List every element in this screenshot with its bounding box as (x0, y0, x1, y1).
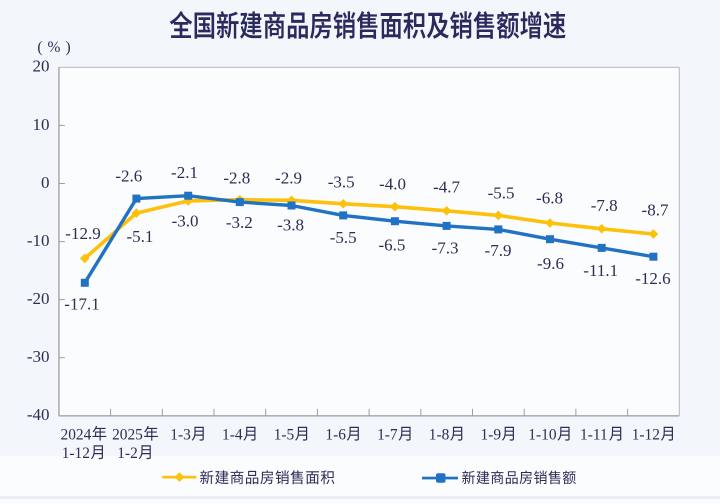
svg-text:-40: -40 (27, 405, 50, 424)
svg-text:1-7: 1-7 (377, 426, 398, 443)
svg-text:-12.9: -12.9 (65, 224, 100, 243)
svg-text:-8.7: -8.7 (642, 201, 669, 220)
svg-text:1-6: 1-6 (325, 426, 346, 443)
svg-text:-3.2: -3.2 (226, 213, 253, 232)
svg-text:1-10: 1-10 (528, 426, 557, 443)
svg-text:1-11: 1-11 (580, 426, 608, 443)
svg-text:-5.1: -5.1 (126, 227, 153, 246)
svg-text:-6.5: -6.5 (378, 235, 405, 254)
svg-text:-7.9: -7.9 (485, 241, 512, 260)
svg-text:2024: 2024 (61, 426, 92, 443)
svg-text:10: 10 (33, 115, 50, 134)
svg-text:1-2: 1-2 (117, 445, 138, 462)
svg-text:-2.9: -2.9 (275, 169, 302, 188)
svg-text:-9.6: -9.6 (537, 254, 564, 273)
svg-text:-3.8: -3.8 (277, 216, 304, 235)
svg-text:-3.0: -3.0 (172, 212, 199, 231)
svg-text:-20: -20 (27, 289, 50, 308)
svg-text:(%): (%) (37, 39, 75, 56)
svg-text:-3.5: -3.5 (328, 172, 355, 191)
svg-text:1-3: 1-3 (170, 426, 191, 443)
svg-text:-17.1: -17.1 (64, 295, 99, 314)
svg-text:-30: -30 (27, 347, 50, 366)
svg-text:1-8: 1-8 (429, 426, 450, 443)
svg-text:1-5: 1-5 (274, 426, 295, 443)
svg-text:-2.8: -2.8 (223, 169, 250, 188)
svg-text:-7.3: -7.3 (432, 239, 459, 258)
svg-text:20: 20 (33, 57, 50, 76)
svg-text:0: 0 (41, 173, 50, 192)
svg-text:-4.0: -4.0 (379, 174, 406, 193)
svg-text:2025: 2025 (112, 426, 143, 443)
svg-text:1-9: 1-9 (481, 426, 502, 443)
svg-text:-4.7: -4.7 (433, 178, 460, 197)
svg-text:-12.6: -12.6 (635, 269, 670, 288)
svg-text:1-4: 1-4 (222, 426, 243, 443)
svg-text:-5.5: -5.5 (330, 228, 357, 247)
svg-text:1-12: 1-12 (62, 445, 90, 462)
svg-text:-2.6: -2.6 (115, 167, 142, 186)
svg-text:-2.1: -2.1 (171, 163, 198, 182)
svg-text:-7.8: -7.8 (591, 196, 618, 215)
svg-text:-5.5: -5.5 (488, 184, 515, 203)
svg-text:-10: -10 (27, 231, 50, 250)
svg-text:-11.1: -11.1 (583, 261, 618, 280)
svg-text:-6.8: -6.8 (536, 188, 563, 207)
svg-text:1-12: 1-12 (632, 426, 660, 443)
